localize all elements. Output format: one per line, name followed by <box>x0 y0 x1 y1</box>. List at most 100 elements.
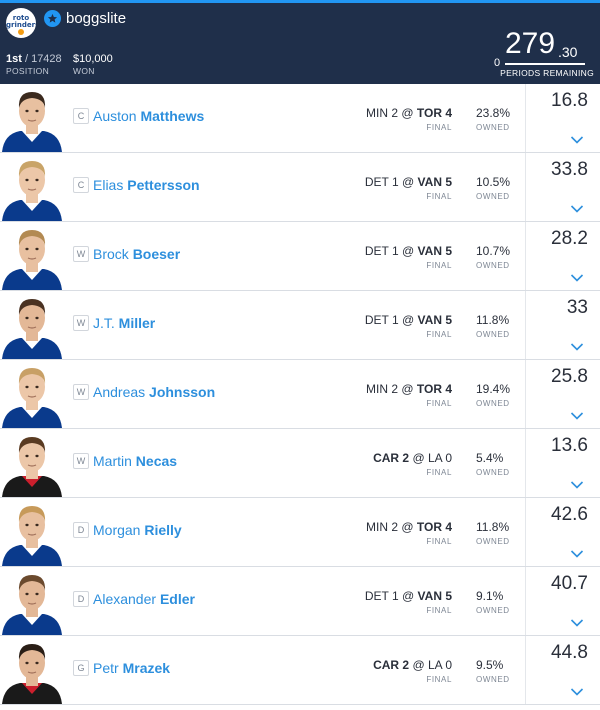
player-row[interactable]: G Petr Mrazek CAR 2 @ LA 0 FINAL 9.5% OWNED 44… <box>0 636 600 705</box>
player-headshot <box>0 567 64 635</box>
player-row[interactable]: W Andreas Johnsson MIN 2 @ TOR 4 FINAL 19.4%… <box>0 360 600 429</box>
at-separator: @ <box>398 382 417 396</box>
game-score: MIN 2 @ TOR 4 <box>366 382 452 396</box>
position-rank: 1st <box>6 53 22 65</box>
player-row[interactable]: W Brock Boeser DET 1 @ VAN 5 FINAL 10.7% OWNE… <box>0 222 600 291</box>
player-row[interactable]: C Auston Matthews MIN 2 @ TOR 4 FINAL 23.8% O… <box>0 84 600 153</box>
player-name[interactable]: Brock Boeser <box>93 246 180 262</box>
score-underline <box>505 63 585 65</box>
score-decimal: .30 <box>558 44 578 60</box>
position-chip: D <box>73 522 89 538</box>
chevron-down-icon[interactable] <box>570 339 584 351</box>
chevron-down-icon[interactable] <box>570 477 584 489</box>
player-row[interactable]: D Alexander Edler DET 1 @ VAN 5 FINAL 9.1% OW… <box>0 567 600 636</box>
home-team-score: TOR 4 <box>416 520 452 534</box>
column-divider <box>525 84 526 152</box>
away-team-score: DET 1 <box>364 589 399 603</box>
total-score: 0 279 .30 PERIODS REMAINING <box>494 27 594 87</box>
away-team-score: CAR 2 <box>373 658 410 672</box>
player-first-name: Martin <box>93 453 132 469</box>
player-headshot <box>0 360 64 428</box>
score-integer: 279 <box>505 27 556 60</box>
ownership-label: OWNED <box>476 675 510 684</box>
player-last-name: Boeser <box>132 246 181 262</box>
game-status: FINAL <box>426 261 452 270</box>
chevron-down-icon[interactable] <box>570 546 584 558</box>
position-label: POSITION <box>6 66 50 76</box>
player-row[interactable]: W J.T. Miller DET 1 @ VAN 5 FINAL 11.8% OWNED… <box>0 291 600 360</box>
player-name[interactable]: Andreas Johnsson <box>93 384 215 400</box>
chevron-down-icon[interactable] <box>570 615 584 627</box>
rotogrinders-logo[interactable]: roto grinders <box>6 8 36 38</box>
ownership-label: OWNED <box>476 606 510 615</box>
player-name[interactable]: Morgan Rielly <box>93 522 182 538</box>
chevron-down-icon[interactable] <box>570 201 584 213</box>
username[interactable]: boggslite <box>66 10 127 27</box>
player-last-name: Miller <box>118 315 156 331</box>
ownership-value: 11.8% <box>476 520 510 534</box>
game-status: FINAL <box>426 468 452 477</box>
player-name[interactable]: Auston Matthews <box>93 108 204 124</box>
away-team-score: MIN 2 <box>366 382 399 396</box>
player-name[interactable]: Elias Pettersson <box>93 177 200 193</box>
game-score: CAR 2 @ LA 0 <box>373 451 452 465</box>
away-team-score: MIN 2 <box>366 520 399 534</box>
player-last-name: Matthews <box>140 108 205 124</box>
away-team-score: DET 1 <box>364 175 399 189</box>
periods-remaining-value: 0 <box>494 57 501 69</box>
column-divider <box>525 291 526 359</box>
away-team-score: CAR 2 <box>373 451 410 465</box>
player-name[interactable]: Martin Necas <box>93 453 177 469</box>
fantasy-points: 25.8 <box>551 366 588 387</box>
player-headshot <box>0 291 64 359</box>
home-team-score: VAN 5 <box>417 313 452 327</box>
game-status: FINAL <box>426 399 452 408</box>
fantasy-points: 44.8 <box>551 642 588 663</box>
position-chip: W <box>73 315 89 331</box>
game-status: FINAL <box>426 192 452 201</box>
fantasy-points: 13.6 <box>551 435 588 456</box>
chevron-down-icon[interactable] <box>570 270 584 282</box>
player-name[interactable]: Petr Mrazek <box>93 660 170 676</box>
player-row[interactable]: C Elias Pettersson DET 1 @ VAN 5 FINAL 10.5%… <box>0 153 600 222</box>
game-score: CAR 2 @ LA 0 <box>373 658 452 672</box>
game-status: FINAL <box>426 537 452 546</box>
home-team-score: TOR 4 <box>416 382 452 396</box>
player-row[interactable]: D Morgan Rielly MIN 2 @ TOR 4 FINAL 11.8% OWN… <box>0 498 600 567</box>
position-chip: G <box>73 660 89 676</box>
ownership-value: 9.1% <box>476 589 504 603</box>
ownership-label: OWNED <box>476 468 510 477</box>
player-first-name: J.T. <box>93 315 115 331</box>
chevron-down-icon[interactable] <box>570 684 584 696</box>
at-separator: @ <box>398 175 418 189</box>
fantasy-points: 40.7 <box>551 573 588 594</box>
ownership-label: OWNED <box>476 330 510 339</box>
player-first-name: Morgan <box>93 522 141 538</box>
game-score: DET 1 @ VAN 5 <box>365 175 452 189</box>
away-team-score: MIN 2 <box>366 106 399 120</box>
fantasy-points: 42.6 <box>551 504 588 525</box>
column-divider <box>525 498 526 566</box>
player-first-name: Petr <box>93 660 119 676</box>
fantasy-points: 28.2 <box>551 228 588 249</box>
chevron-down-icon[interactable] <box>570 408 584 420</box>
home-team-score: VAN 5 <box>417 175 452 189</box>
periods-remaining-label: PERIODS REMAINING <box>500 68 594 78</box>
logo-text-line1: roto <box>12 14 30 22</box>
player-row[interactable]: W Martin Necas CAR 2 @ LA 0 FINAL 5.4% OWNED 1… <box>0 429 600 498</box>
player-name[interactable]: Alexander Edler <box>93 591 195 607</box>
column-divider <box>525 153 526 221</box>
player-headshot <box>0 498 64 566</box>
chevron-down-icon[interactable] <box>570 132 584 144</box>
contest-header: roto grinders boggslite 1st / 17428 POSI… <box>0 0 600 84</box>
player-last-name: Rielly <box>144 522 182 538</box>
ownership-label: OWNED <box>476 399 510 408</box>
at-separator: @ <box>398 106 417 120</box>
ownership-value: 10.5% <box>476 175 511 189</box>
column-divider <box>525 360 526 428</box>
player-name[interactable]: J.T. Miller <box>93 315 155 331</box>
player-headshot <box>0 636 64 704</box>
game-score: DET 1 @ VAN 5 <box>365 244 452 258</box>
ownership-value: 10.7% <box>476 244 511 258</box>
ownership-label: OWNED <box>476 261 510 270</box>
